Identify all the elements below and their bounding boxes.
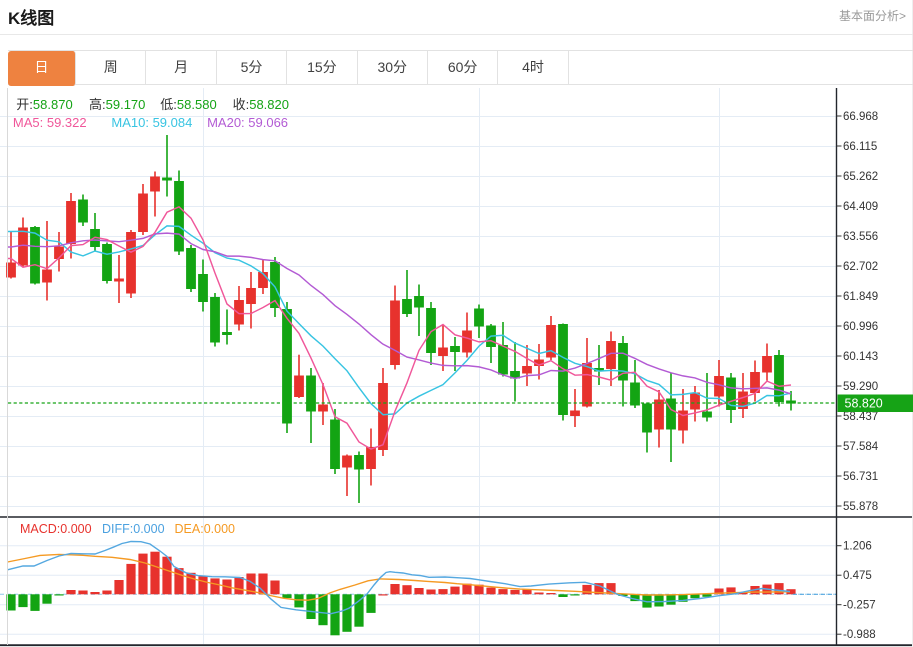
svg-text:66.115: 66.115 <box>843 141 877 153</box>
svg-text:高:59.170: 高:59.170 <box>89 97 145 112</box>
svg-text:58.820: 58.820 <box>845 397 883 411</box>
svg-text:收:58.820: 收:58.820 <box>233 97 289 112</box>
svg-text:60.996: 60.996 <box>843 321 878 333</box>
svg-text:1.206: 1.206 <box>843 541 872 553</box>
svg-text:63.556: 63.556 <box>843 231 878 243</box>
svg-text:57.584: 57.584 <box>843 441 879 453</box>
svg-text:-0.257: -0.257 <box>843 600 876 612</box>
svg-text:-0.988: -0.988 <box>843 629 876 641</box>
svg-text:0.475: 0.475 <box>843 570 872 582</box>
svg-text:58.437: 58.437 <box>843 411 878 423</box>
svg-text:开:58.870: 开:58.870 <box>16 97 72 112</box>
svg-text:低:58.580: 低:58.580 <box>160 97 216 112</box>
svg-text:MA10: 59.084: MA10: 59.084 <box>111 115 192 130</box>
svg-text:66.968: 66.968 <box>843 111 878 123</box>
svg-text:DIFF:0.000: DIFF:0.000 <box>102 522 165 536</box>
svg-text:56.731: 56.731 <box>843 471 878 483</box>
svg-text:59.290: 59.290 <box>843 381 878 393</box>
svg-text:62.702: 62.702 <box>843 261 878 273</box>
svg-text:MA5: 59.322: MA5: 59.322 <box>13 115 87 130</box>
svg-text:61.849: 61.849 <box>843 291 878 303</box>
svg-text:60.143: 60.143 <box>843 351 878 363</box>
svg-text:MACD:0.000: MACD:0.000 <box>20 522 92 536</box>
svg-text:55.878: 55.878 <box>843 501 878 513</box>
svg-text:65.262: 65.262 <box>843 171 878 183</box>
svg-text:64.409: 64.409 <box>843 201 878 213</box>
svg-text:DEA:0.000: DEA:0.000 <box>175 522 236 536</box>
svg-text:MA20: 59.066: MA20: 59.066 <box>207 115 288 130</box>
